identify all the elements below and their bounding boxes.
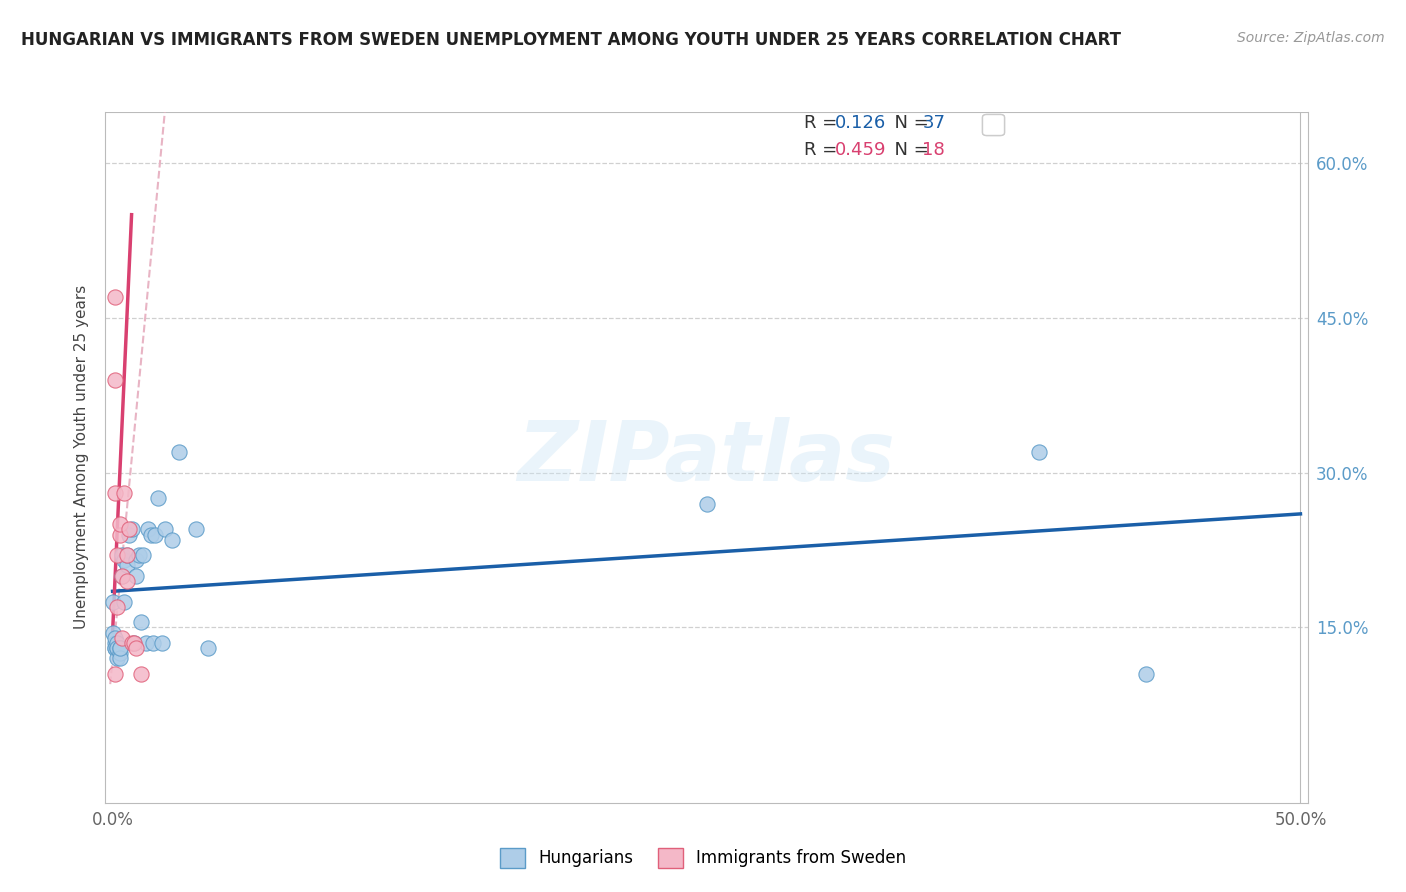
Point	[115, 574, 138, 588]
Point	[111, 548, 134, 562]
Legend: Hungarians, Immigrants from Sweden: Hungarians, Immigrants from Sweden	[494, 841, 912, 875]
Text: 0.126: 0.126	[835, 114, 886, 132]
Text: Source: ZipAtlas.com: Source: ZipAtlas.com	[1237, 31, 1385, 45]
Point	[121, 636, 143, 650]
Point	[108, 640, 131, 655]
Point	[122, 636, 145, 650]
Point	[101, 625, 124, 640]
Point	[197, 640, 219, 655]
Text: HUNGARIAN VS IMMIGRANTS FROM SWEDEN UNEMPLOYMENT AMONG YOUTH UNDER 25 YEARS CORR: HUNGARIAN VS IMMIGRANTS FROM SWEDEN UNEM…	[21, 31, 1121, 49]
Point	[105, 640, 128, 655]
Text: R =: R =	[804, 114, 844, 132]
Point	[132, 548, 155, 562]
Legend: 	[983, 113, 1004, 136]
Point	[105, 548, 128, 562]
Point	[104, 373, 127, 387]
Point	[104, 631, 127, 645]
Point	[108, 651, 131, 665]
Y-axis label: Unemployment Among Youth under 25 years: Unemployment Among Youth under 25 years	[75, 285, 90, 629]
Point	[153, 522, 176, 536]
Point	[139, 527, 162, 541]
Point	[104, 636, 127, 650]
Point	[114, 594, 136, 608]
Point	[135, 636, 157, 650]
Point	[105, 599, 128, 614]
Text: 0.459: 0.459	[835, 141, 887, 159]
Point	[115, 558, 138, 573]
Point	[184, 522, 207, 536]
Point	[115, 548, 138, 562]
Point	[1028, 445, 1050, 459]
Point	[111, 631, 134, 645]
Point	[111, 569, 134, 583]
Point	[114, 553, 136, 567]
Point	[146, 491, 169, 506]
Text: 18: 18	[922, 141, 945, 159]
Point	[111, 569, 134, 583]
Point	[152, 636, 174, 650]
Point	[101, 594, 124, 608]
Text: R =: R =	[804, 141, 844, 159]
Point	[125, 640, 148, 655]
Text: 37: 37	[922, 114, 945, 132]
Point	[1135, 666, 1157, 681]
Point	[105, 651, 128, 665]
Text: N =: N =	[883, 114, 935, 132]
Point	[114, 486, 136, 500]
Point	[104, 486, 127, 500]
Point	[121, 522, 143, 536]
Point	[167, 445, 190, 459]
Point	[118, 527, 141, 541]
Point	[105, 640, 128, 655]
Point	[108, 517, 131, 532]
Text: ZIPatlas: ZIPatlas	[517, 417, 896, 498]
Point	[104, 640, 127, 655]
Point	[129, 666, 152, 681]
Point	[136, 522, 159, 536]
Point	[118, 522, 141, 536]
Point	[143, 527, 166, 541]
Point	[108, 527, 131, 541]
Point	[115, 548, 138, 562]
Point	[104, 640, 127, 655]
Point	[125, 569, 148, 583]
Point	[160, 533, 183, 547]
Point	[122, 636, 145, 650]
Point	[695, 497, 717, 511]
Point	[108, 646, 131, 660]
Point	[142, 636, 165, 650]
Point	[104, 666, 127, 681]
Point	[125, 553, 148, 567]
Text: N =: N =	[883, 141, 935, 159]
Point	[129, 615, 152, 630]
Point	[128, 548, 150, 562]
Point	[104, 290, 127, 304]
Point	[105, 636, 128, 650]
Point	[108, 640, 131, 655]
